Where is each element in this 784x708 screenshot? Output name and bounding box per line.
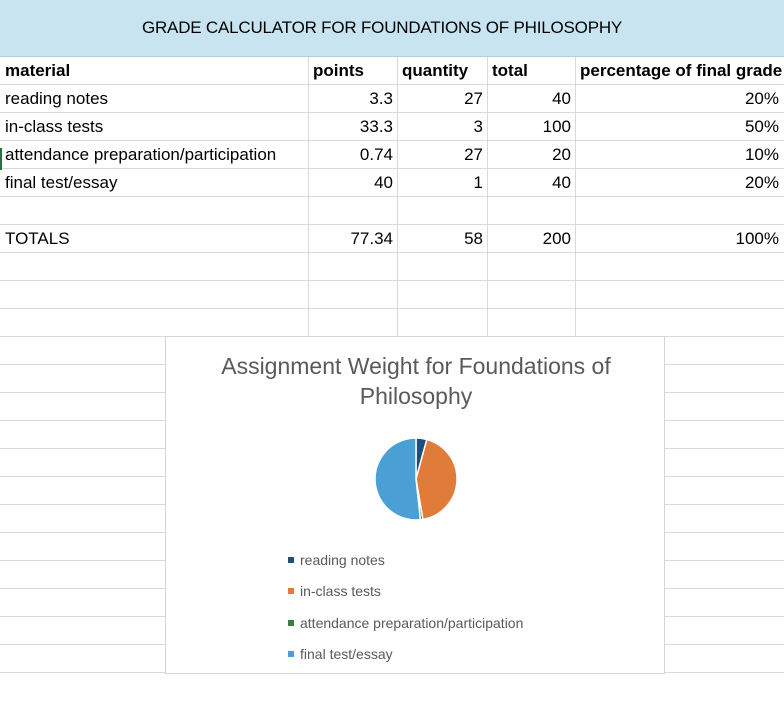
legend-item: final test/essay [288, 639, 523, 671]
legend-label: in-class tests [300, 583, 381, 600]
legend-item: reading notes [288, 544, 523, 576]
cell-material[interactable] [0, 197, 309, 225]
empty-cell[interactable] [576, 309, 784, 337]
legend-swatch [288, 651, 294, 658]
empty-cell[interactable] [0, 281, 309, 309]
legend-item: attendance preparation/participation [288, 607, 523, 639]
cell-material[interactable]: TOTALS [0, 225, 309, 253]
cell-total[interactable]: 40 [488, 85, 576, 113]
empty-row [0, 281, 784, 309]
pie-chart[interactable]: Assignment Weight for Foundations of Phi… [165, 336, 665, 674]
empty-cell[interactable] [488, 253, 576, 281]
cell-percentage[interactable]: 10% [744, 145, 779, 164]
pie-slice-final-test-essay[interactable] [374, 437, 422, 521]
table-row: attendance preparation/participation 0.7… [0, 141, 784, 169]
cell-total[interactable]: 40 [488, 169, 576, 197]
cell-percentage[interactable] [576, 197, 784, 225]
cell-points[interactable]: 3.3 [309, 85, 398, 113]
table-row [0, 197, 784, 225]
header-row: material points quantity total percentag… [0, 57, 784, 85]
empty-cell[interactable] [309, 253, 398, 281]
header-total[interactable]: total [488, 57, 576, 85]
empty-cell[interactable] [398, 281, 488, 309]
cell-quantity[interactable] [398, 197, 488, 225]
cell-quantity[interactable]: 1 [398, 169, 488, 197]
cell-total[interactable]: 100 [488, 113, 576, 141]
cell-quantity[interactable]: 58 [398, 225, 488, 253]
empty-cell[interactable] [0, 309, 309, 337]
cell-edit-indicator [0, 148, 2, 170]
header-points[interactable]: points [309, 57, 398, 85]
empty-cell[interactable] [309, 281, 398, 309]
legend-swatch [288, 619, 294, 626]
empty-cell[interactable] [488, 309, 576, 337]
cell-percentage[interactable]: 20% [744, 89, 779, 108]
cell-percentage[interactable]: 50% [744, 117, 779, 136]
totals-row: TOTALS 77.34 58 200 100% [0, 225, 784, 253]
empty-row [0, 253, 784, 281]
chart-legend: reading notes in-class tests attendance … [288, 544, 523, 670]
cell-points[interactable]: 33.3 [309, 113, 398, 141]
cell-material[interactable]: reading notes [0, 85, 309, 113]
cell-points[interactable]: 77.34 [309, 225, 398, 253]
cell-points[interactable]: 0.74 [309, 141, 398, 169]
legend-swatch [288, 588, 294, 595]
cell-total[interactable] [488, 197, 576, 225]
cell-material[interactable]: attendance preparation/participation [0, 141, 309, 169]
table-row: in-class tests 33.3 3 100 50% [0, 113, 784, 141]
empty-cell[interactable] [398, 309, 488, 337]
cell-percentage[interactable]: 100% [735, 229, 779, 248]
legend-item: in-class tests [288, 576, 523, 608]
legend-swatch [288, 556, 294, 563]
sheet-title: GRADE CALCULATOR FOR FOUNDATIONS OF PHIL… [141, 18, 623, 37]
chart-title: Assignment Weight for Foundations of Phi… [221, 353, 611, 409]
spreadsheet-grid: material points quantity total percentag… [0, 57, 784, 673]
cell-total[interactable]: 200 [488, 225, 576, 253]
cell-quantity[interactable]: 3 [398, 113, 488, 141]
legend-label: attendance preparation/participation [300, 614, 524, 631]
sheet-title-bar[interactable]: GRADE CALCULATOR FOR FOUNDATIONS OF PHIL… [0, 0, 784, 57]
empty-cell[interactable] [576, 281, 784, 309]
empty-cell[interactable] [576, 253, 784, 281]
legend-label: reading notes [300, 551, 385, 568]
empty-cell[interactable] [488, 281, 576, 309]
cell-material[interactable]: final test/essay [0, 169, 309, 197]
empty-cell[interactable] [0, 253, 309, 281]
cell-points[interactable] [309, 197, 398, 225]
header-material[interactable]: material [0, 57, 309, 85]
table-row: reading notes 3.3 27 40 20% [0, 85, 784, 113]
header-quantity[interactable]: quantity [398, 57, 488, 85]
pie-slice-in-class-tests[interactable] [415, 438, 458, 521]
header-percentage[interactable]: percentage of final grade [580, 61, 783, 80]
cell-total[interactable]: 20 [488, 141, 576, 169]
cell-percentage[interactable]: 20% [744, 173, 779, 192]
cell-quantity[interactable]: 27 [398, 141, 488, 169]
empty-cell[interactable] [398, 253, 488, 281]
cell-points[interactable]: 40 [309, 169, 398, 197]
pie-plot [374, 437, 458, 521]
empty-cell[interactable] [309, 309, 398, 337]
cell-quantity[interactable]: 27 [398, 85, 488, 113]
cell-material[interactable]: in-class tests [0, 113, 309, 141]
legend-label: final test/essay [300, 646, 393, 663]
table-row: final test/essay 40 1 40 20% [0, 169, 784, 197]
empty-row [0, 309, 784, 337]
